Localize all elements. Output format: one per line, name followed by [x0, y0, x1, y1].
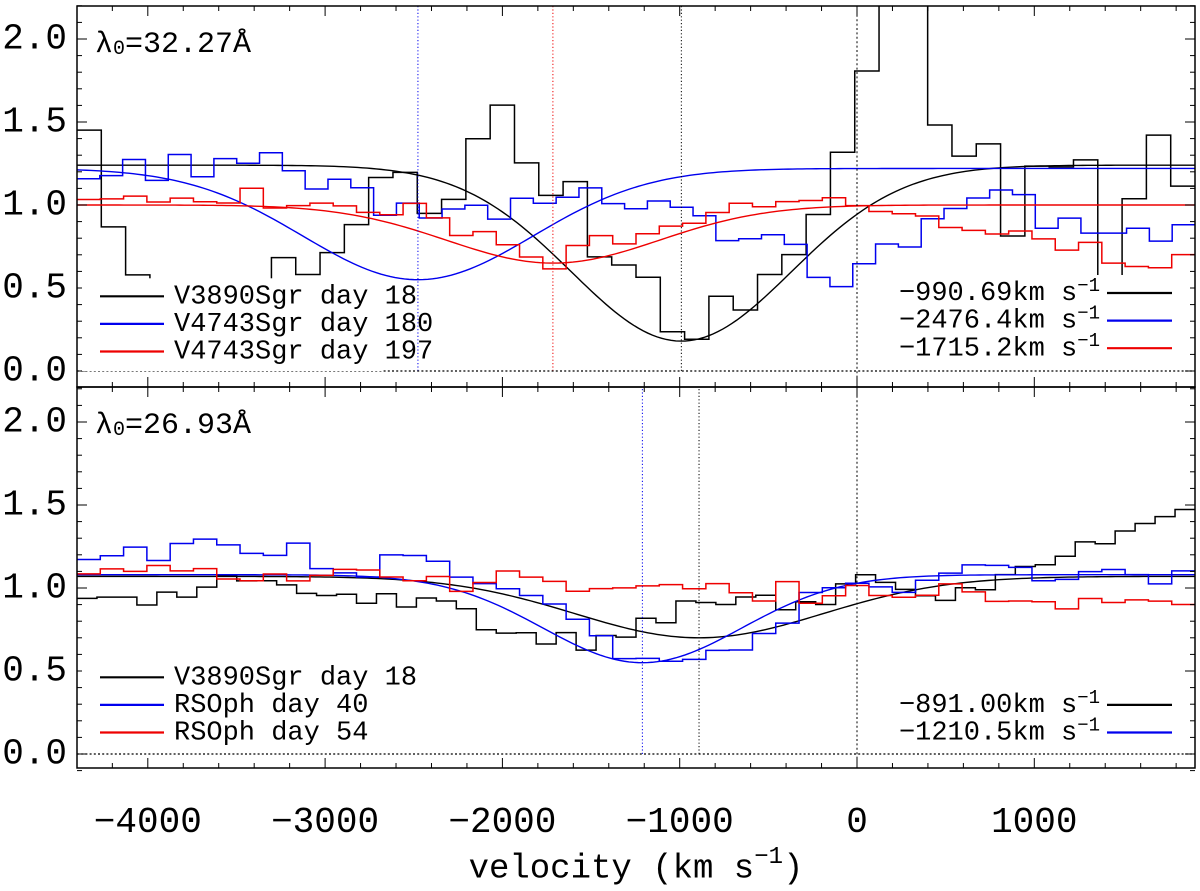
svg-text:0: 0 [846, 802, 868, 843]
svg-text:−1210.5km s−1: −1210.5km s−1 [899, 715, 1100, 749]
svg-text:RSOph day 40: RSOph day 40 [174, 691, 368, 721]
svg-text:−1715.2km s−1: −1715.2km s−1 [899, 331, 1100, 365]
svg-text:2.0: 2.0 [2, 402, 67, 443]
svg-text:V3890Sgr day 18: V3890Sgr day 18 [174, 282, 417, 312]
svg-text:0.0: 0.0 [2, 351, 67, 392]
svg-text:−2000: −2000 [448, 802, 556, 843]
svg-text:2.0: 2.0 [2, 19, 67, 60]
svg-text:1000: 1000 [991, 802, 1077, 843]
svg-text:−4000: −4000 [94, 802, 202, 843]
svg-text:−1000: −1000 [626, 802, 734, 843]
svg-text:−2476.4km s−1: −2476.4km s−1 [899, 303, 1100, 337]
svg-text:1.5: 1.5 [2, 102, 67, 143]
svg-text:0.0: 0.0 [2, 734, 67, 775]
svg-text:−990.69km s−1: −990.69km s−1 [899, 275, 1100, 309]
svg-text:V4743Sgr day 180: V4743Sgr day 180 [174, 310, 433, 340]
svg-text:0.5: 0.5 [2, 268, 67, 309]
svg-text:−3000: −3000 [271, 802, 379, 843]
svg-text:−891.00km s−1: −891.00km s−1 [899, 687, 1100, 721]
svg-text:1.5: 1.5 [2, 485, 67, 526]
svg-text:1.0: 1.0 [2, 568, 67, 609]
svg-text:V3890Sgr day 18: V3890Sgr day 18 [174, 663, 417, 693]
svg-text:1.0: 1.0 [2, 185, 67, 226]
svg-text:V4743Sgr day 197: V4743Sgr day 197 [174, 338, 433, 368]
svg-text:0.5: 0.5 [2, 651, 67, 692]
svg-text:RSOph day 54: RSOph day 54 [174, 719, 368, 749]
svg-text:velocity (km s−1): velocity (km s−1) [469, 844, 804, 889]
